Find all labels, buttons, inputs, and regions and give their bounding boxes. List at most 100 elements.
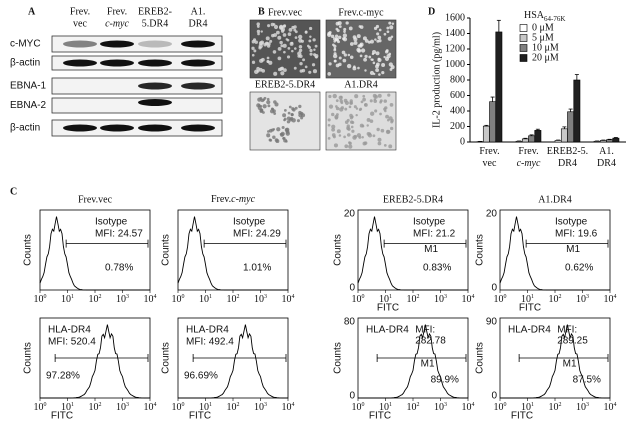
tick-exponent: 0 [504, 402, 507, 408]
cell [339, 99, 343, 103]
cell [379, 100, 382, 104]
cell [386, 30, 390, 34]
x-tick-label: 102 [227, 294, 240, 305]
tick-exponent: 2 [417, 294, 420, 300]
cell [272, 128, 276, 131]
cell [293, 66, 297, 70]
y-tick-label: 90 [486, 317, 498, 328]
cell [327, 123, 331, 127]
histogram-title: Frev.vec [78, 194, 113, 205]
mfi-label: MFI: 21.2 [413, 229, 456, 240]
tick-base: 10 [144, 402, 154, 413]
cell [259, 109, 264, 114]
legend-title: HSA64-76K [524, 10, 565, 22]
cell [298, 48, 303, 53]
x-axis-label: FITC [377, 303, 399, 314]
x-tick-label: 103 [116, 294, 129, 305]
cell [349, 101, 353, 105]
cell [343, 135, 346, 139]
x-tick-label: 103 [434, 294, 447, 305]
y-tick-label: 80 [344, 317, 356, 328]
tick-exponent: 4 [154, 294, 157, 300]
cell [376, 32, 380, 36]
cell [300, 116, 304, 120]
cell [280, 29, 285, 33]
cell [294, 106, 298, 110]
cell [286, 120, 291, 124]
cell [335, 27, 339, 31]
cell [346, 133, 351, 137]
percent-label: 0.83% [423, 263, 451, 274]
image-label: EREB2-5.DR4 [255, 79, 315, 90]
cell [273, 100, 277, 104]
bar [495, 31, 503, 143]
tick-base: 10 [172, 402, 182, 413]
mfi-label: MFI: 24.29 [233, 229, 281, 240]
sample-name: Isotype [413, 217, 446, 228]
cell [262, 98, 266, 102]
x-tick-label: 100 [172, 294, 185, 305]
x-tick-label: 100 [34, 294, 47, 305]
cell [266, 56, 270, 60]
tick-exponent: 2 [559, 294, 562, 300]
cell [328, 104, 334, 109]
cell [259, 40, 265, 45]
tick-base: 10 [254, 402, 264, 413]
blot-strip [51, 97, 223, 114]
legend-swatch [519, 24, 528, 32]
cell [340, 95, 343, 99]
cell [266, 133, 271, 138]
cell [343, 53, 347, 57]
legend-swatch [519, 34, 528, 42]
cell [272, 135, 276, 140]
cell [344, 144, 349, 149]
cell [291, 118, 296, 123]
blot-band [181, 82, 215, 90]
blot-band [138, 99, 172, 106]
cell [377, 58, 382, 63]
cell [361, 135, 364, 139]
tick-base: 10 [199, 294, 209, 305]
tick-base: 10 [34, 294, 44, 305]
x-axis-label: FITC [511, 411, 533, 422]
x-tick-label: 103 [434, 402, 447, 413]
tick-exponent: 1 [389, 402, 392, 408]
histogram-title: A1.DR4 [538, 194, 572, 205]
x-tick-label: 101 [379, 402, 392, 413]
tick-exponent: 2 [237, 402, 240, 408]
cell [342, 58, 347, 63]
tick-base: 10 [227, 294, 237, 305]
cell [334, 116, 339, 120]
cell [356, 34, 361, 39]
cell [349, 55, 354, 59]
cell [291, 49, 294, 53]
cell [366, 118, 371, 122]
cell [338, 25, 342, 29]
gate-label: M1 [424, 244, 438, 255]
y-tick-label: 0 [349, 283, 355, 294]
cell [314, 44, 318, 48]
cell [284, 127, 289, 132]
cell [352, 135, 357, 140]
cell [360, 100, 364, 104]
cell [376, 127, 380, 132]
cell [378, 73, 381, 76]
histogram-title: EREB2-5.DR4 [383, 194, 443, 205]
tick-exponent: 0 [44, 294, 47, 300]
cell [280, 133, 284, 137]
x-tick-label: A1. DR4 [597, 146, 616, 169]
cell [290, 41, 294, 45]
tick-exponent: 4 [472, 294, 475, 300]
blot-band [100, 124, 134, 132]
x-tick-label: 103 [576, 402, 589, 413]
legend-swatch [519, 44, 528, 52]
x-tick-label: 104 [604, 294, 617, 305]
x-tick-label: Frev. c-myc [517, 146, 541, 169]
cell [383, 99, 388, 103]
cell [251, 46, 255, 50]
cell [364, 69, 367, 72]
y-tick-label: 600 [450, 90, 465, 101]
tick-exponent: 3 [444, 402, 447, 408]
cell [377, 137, 382, 142]
cell [388, 116, 393, 121]
